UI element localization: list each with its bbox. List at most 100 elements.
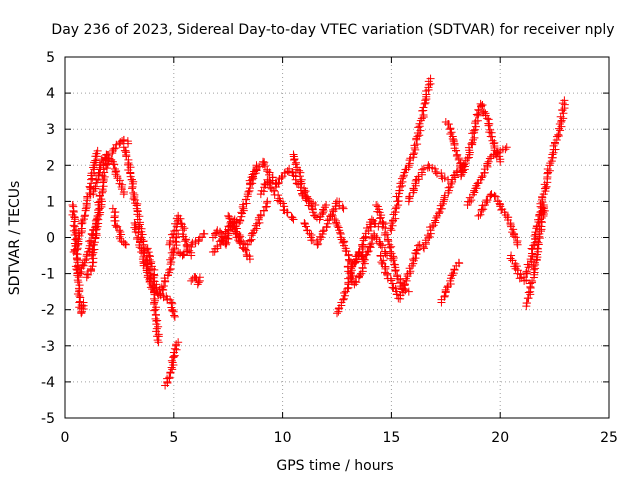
data-point [492,147,501,156]
data-point [111,170,120,179]
data-point [111,221,120,230]
data-point [129,194,138,203]
data-point [352,278,361,287]
data-point [239,200,248,209]
x-tick-label: 15 [382,430,400,446]
data-point [96,160,105,169]
data-point [328,211,337,220]
data-point [509,232,518,241]
data-point [93,212,102,221]
data-point [410,149,419,158]
data-point [419,103,428,112]
data-point [288,213,297,222]
data-point [172,340,181,349]
data-point [90,158,99,167]
data-point [414,241,423,250]
data-point [372,201,381,210]
data-point [288,167,297,176]
data-point [391,266,400,275]
data-point [513,238,522,247]
data-point [418,106,427,115]
data-point [404,161,413,170]
data-point [537,204,546,213]
data-point [552,132,561,141]
data-point [471,125,480,134]
data-point [277,173,286,182]
data-point [85,237,94,246]
data-point [458,166,467,175]
y-tick-label: -3 [41,339,55,355]
y-tick-label: -1 [41,267,55,283]
data-point [405,192,414,201]
data-point [417,114,426,123]
data-point [436,201,445,210]
y-tick-label: -2 [41,303,55,319]
data-point [340,288,349,297]
data-point [418,165,427,174]
data-point [143,244,152,253]
data-point [392,203,401,212]
y-axis-label: SDTVAR / TECUs [7,181,23,296]
x-tick-label: 5 [169,430,178,446]
data-point [529,262,538,271]
data-point [311,211,320,220]
data-point [86,236,95,245]
data-point [428,222,437,231]
data-point [463,154,472,163]
data-point [402,276,411,285]
data-point [530,231,539,240]
x-tick-label: 20 [491,430,509,446]
data-point [469,126,478,135]
data-point [491,192,500,201]
data-point [119,190,128,199]
data-point [192,274,201,283]
data-point [497,206,506,215]
data-point [70,230,79,239]
data-point [413,140,422,149]
data-point [351,277,360,286]
data-point [81,211,90,220]
data-point [389,256,398,265]
data-point [314,239,323,248]
data-point [377,243,386,252]
data-point [338,203,347,212]
data-point [467,139,476,148]
data-point [439,197,448,206]
data-point [546,159,555,168]
data-point [560,96,569,105]
data-point [434,209,443,218]
data-point [411,145,420,154]
data-point [414,123,423,132]
data-point [449,137,458,146]
data-point [89,184,98,193]
data-point [153,336,162,345]
data-point [107,155,116,164]
data-point [187,276,196,285]
data-point [115,232,124,241]
data-point [401,286,410,295]
data-point [248,229,257,238]
data-point [485,154,494,163]
data-point [243,240,252,249]
data-point [549,141,558,150]
data-point [465,148,474,157]
data-point [300,219,309,228]
data-point [121,240,130,249]
data-point [154,322,163,331]
x-tick-label: 25 [600,430,618,446]
data-point [545,161,554,170]
data-point [464,197,473,206]
data-point [93,146,102,155]
data-point [91,182,100,191]
data-point [92,175,101,184]
data-point [524,288,533,297]
data-point [81,204,90,213]
axis-ticks [64,56,610,419]
data-point [412,246,421,255]
data-point [376,252,385,261]
data-point [154,338,163,347]
data-point [480,107,489,116]
data-point [95,204,104,213]
data-point [382,230,391,239]
data-point [236,232,245,241]
